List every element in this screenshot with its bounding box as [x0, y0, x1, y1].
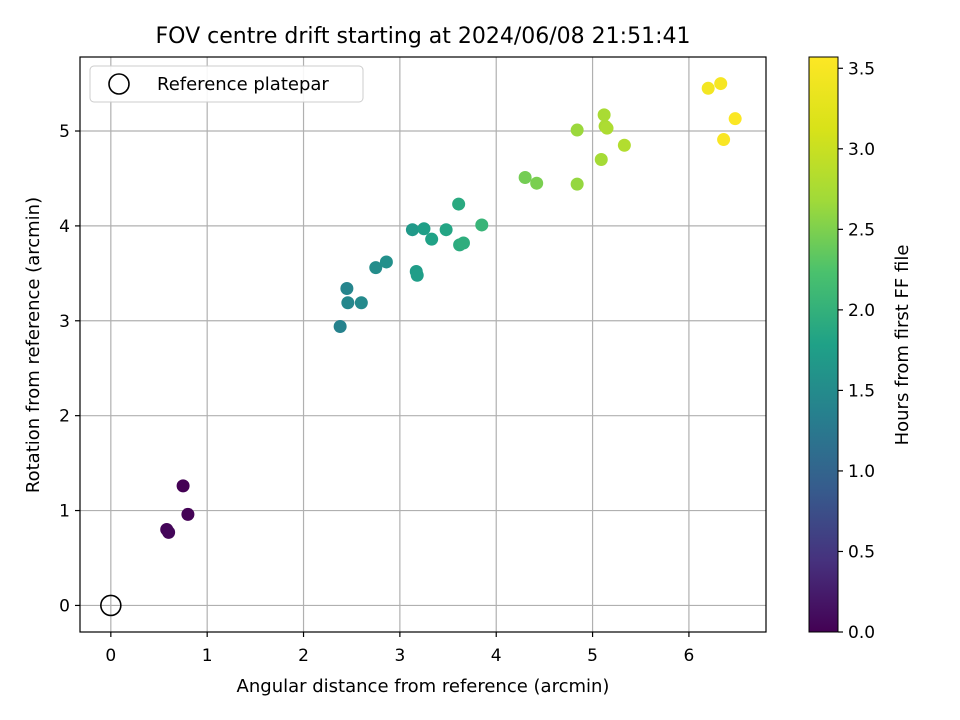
colorbar-label: Hours from first FF file: [892, 245, 913, 446]
scatter-point: [594, 152, 608, 166]
x-tick-label: 5: [587, 646, 598, 666]
grid-lines: [80, 57, 766, 632]
x-tick-label: 4: [491, 646, 502, 666]
scatter-point: [617, 138, 631, 152]
scatter-point: [369, 261, 383, 275]
scatter-point: [341, 296, 355, 310]
x-tick-label: 1: [202, 646, 213, 666]
colorbar: 0.0 0.5 1.0 1.5 2.0 2.5 3.0 3.5 Hours from firs…: [808, 56, 913, 643]
scatter-point: [417, 222, 431, 236]
scatter-point: [600, 121, 614, 135]
y-tick-label: 5: [59, 122, 70, 142]
x-tick-label: 0: [105, 646, 116, 666]
scatter-point: [340, 282, 354, 296]
legend: Reference platepar: [89, 65, 364, 103]
plot-area-frame: [79, 56, 767, 633]
scatter-point: [333, 319, 347, 333]
x-tick-label: 3: [394, 646, 405, 666]
scatter-point: [728, 112, 742, 126]
x-tick-label: 2: [298, 646, 309, 666]
chart-title: FOV centre drift starting at 2024/06/08 …: [156, 24, 691, 49]
y-tick-label: 1: [59, 502, 70, 522]
scatter-point: [379, 255, 393, 269]
colorbar-tick-label: 1.5: [848, 381, 875, 401]
scatter-points: [100, 77, 742, 617]
colorbar-tick-label: 3.5: [848, 59, 875, 79]
colorbar-gradient: [809, 57, 838, 632]
colorbar-tick-label: 0.5: [848, 542, 875, 562]
scatter-point: [405, 223, 419, 237]
y-axis-label: Rotation from reference (arcmin): [23, 197, 44, 493]
scatter-point: [452, 197, 466, 211]
y-tick-label: 2: [59, 407, 70, 427]
scatter-point: [162, 525, 176, 539]
legend-box: [89, 65, 364, 103]
scatter-point: [701, 81, 715, 95]
scatter-point: [530, 176, 544, 190]
scatter-point: [354, 296, 368, 310]
scatter-point: [475, 218, 489, 232]
scatter-point: [518, 171, 532, 185]
scatter-point: [714, 77, 728, 91]
colorbar-tick-label: 3.0: [848, 140, 875, 160]
legend-label: Reference platepar: [157, 74, 329, 95]
reference-platepar-marker: [100, 594, 122, 617]
scatter-point: [176, 479, 190, 493]
scatter-point: [570, 177, 584, 191]
y-tick-label: 4: [59, 217, 70, 237]
x-tick-label: 6: [684, 646, 695, 666]
scatter-point: [717, 133, 731, 147]
colorbar-tick-label: 1.0: [848, 462, 875, 482]
colorbar-ticks: 0.0 0.5 1.0 1.5 2.0 2.5 3.0 3.5: [838, 59, 875, 643]
colorbar-tick-label: 2.5: [848, 220, 875, 240]
colorbar-tick-label: 2.0: [848, 301, 875, 321]
x-axis-label: Angular distance from reference (arcmin): [237, 676, 610, 697]
scatter-point: [570, 123, 584, 137]
axis-ticks: 0 1 2 3 4 5 6 0 1 2 3 4 5: [59, 122, 694, 666]
scatter-point: [439, 223, 453, 237]
scatter-point: [181, 507, 195, 521]
scatter-point: [597, 108, 611, 122]
y-tick-label: 3: [59, 312, 70, 332]
colorbar-frame: [808, 56, 839, 633]
legend-marker-icon: [108, 73, 130, 95]
scatter-point: [456, 236, 470, 250]
scatter-point: [410, 268, 424, 282]
colorbar-tick-label: 0.0: [848, 623, 875, 643]
y-tick-label: 0: [59, 596, 70, 616]
scatter-point: [425, 232, 439, 246]
